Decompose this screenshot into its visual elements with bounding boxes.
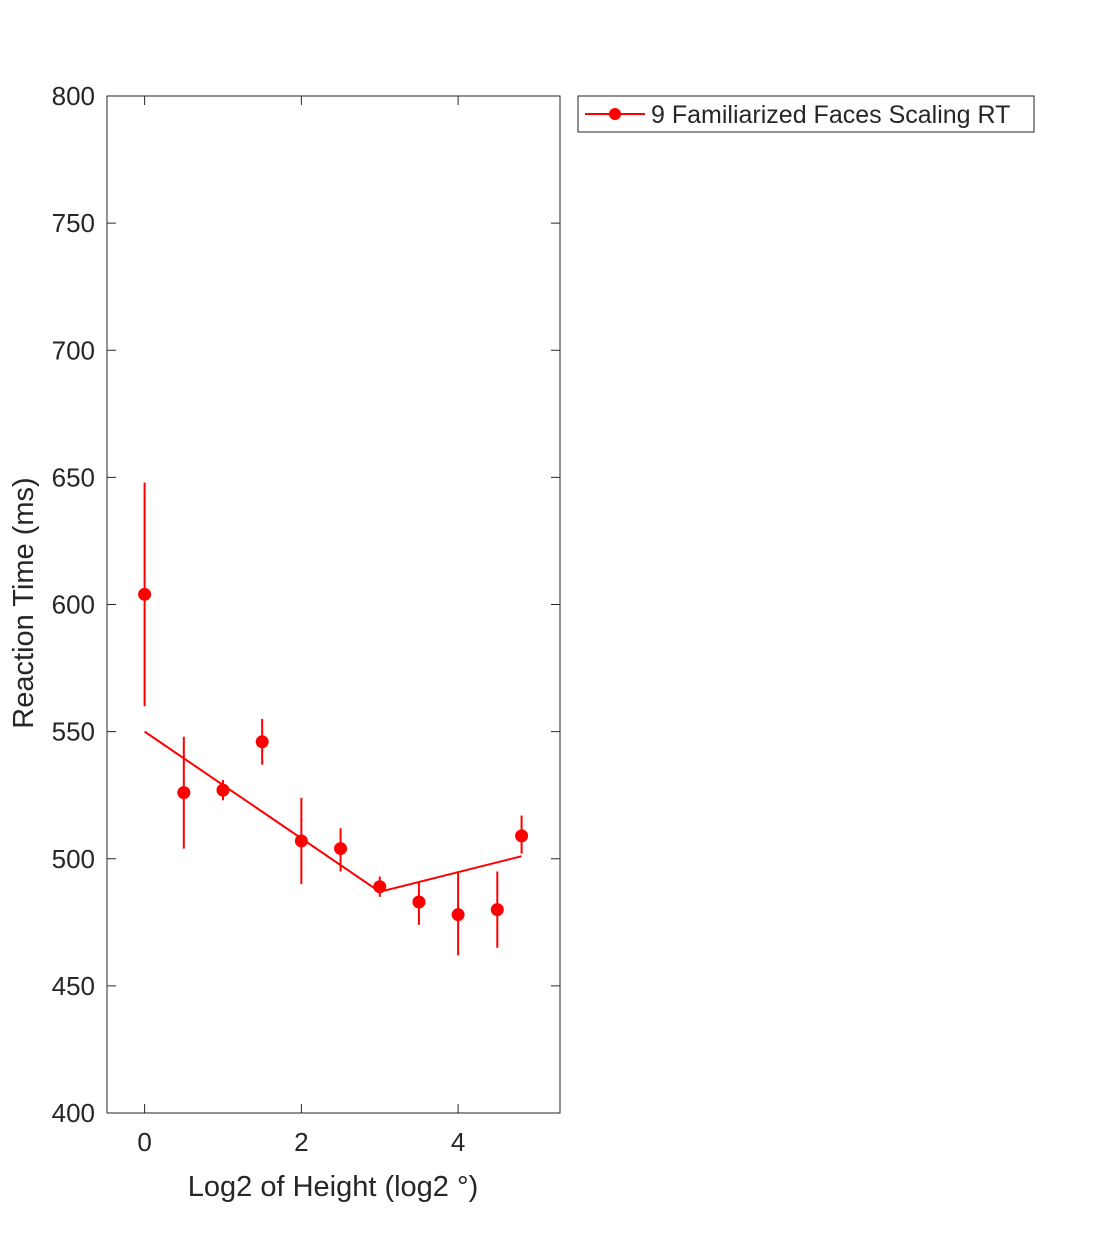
y-tick-label: 550 <box>52 717 95 747</box>
data-point <box>412 895 426 909</box>
fit-line-layer <box>144 730 522 893</box>
y-tick-label: 700 <box>52 335 95 365</box>
data-point <box>451 908 465 922</box>
x-axis-label: Log2 of Height (log2 °) <box>188 1171 479 1203</box>
data-point <box>177 786 191 800</box>
y-tick-label: 600 <box>52 590 95 620</box>
x-axis-ticks: 0 2 4 <box>137 96 465 1157</box>
legend-marker-sample <box>609 108 621 120</box>
fit-line <box>144 730 522 893</box>
data-point <box>373 880 387 894</box>
x-tick-label: 2 <box>294 1127 308 1157</box>
data-point <box>255 735 269 749</box>
data-point <box>138 587 152 601</box>
y-axis-ticks: 400 450 500 550 600 650 700 750 800 <box>52 81 560 1128</box>
data-point <box>294 834 308 848</box>
data-point <box>490 903 504 917</box>
plot-frame <box>106 95 561 1114</box>
y-tick-label: 500 <box>52 844 95 874</box>
legend-box <box>577 95 1035 133</box>
y-axis-label: Reaction Time (ms) <box>8 477 40 728</box>
plot-area-border <box>106 95 561 1114</box>
y-tick-label: 650 <box>52 462 95 492</box>
y-tick-label: 750 <box>52 208 95 238</box>
y-tick-label: 450 <box>52 971 95 1001</box>
y-tick-label: 400 <box>52 1098 95 1128</box>
legend-entry-label: 9 Familiarized Faces Scaling RT <box>651 101 1010 129</box>
data-point <box>515 829 529 843</box>
data-point <box>334 842 348 856</box>
data-point-layer <box>138 587 529 922</box>
legend: 9 Familiarized Faces Scaling RT <box>577 95 1035 133</box>
error-bar-layer <box>143 482 523 956</box>
x-tick-label: 0 <box>137 1127 151 1157</box>
x-tick-label: 4 <box>451 1127 465 1157</box>
y-tick-label: 800 <box>52 81 95 111</box>
data-point <box>216 783 230 797</box>
